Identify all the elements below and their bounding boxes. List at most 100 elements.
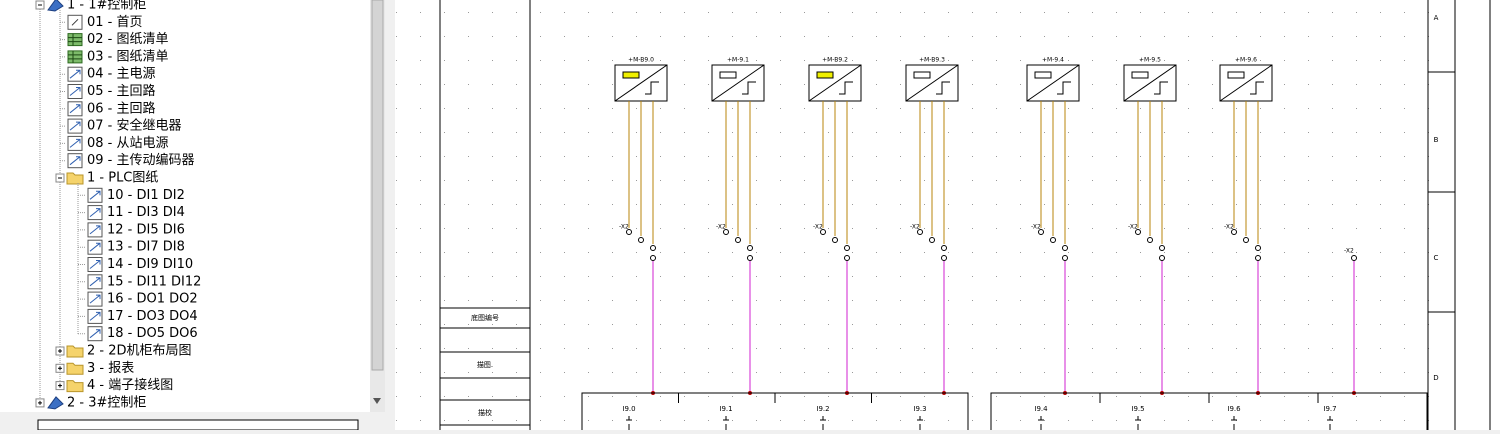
io-contact [723, 416, 729, 430]
terminal [1351, 255, 1357, 261]
tree-item[interactable]: 2 - 2D机柜布局图 [87, 344, 192, 359]
row-label: D [1433, 374, 1438, 382]
tree-item[interactable]: 3 - 报表 [87, 361, 134, 376]
terminal [820, 229, 826, 235]
scroll-down[interactable] [373, 398, 381, 404]
terminal-label: -X2 [1128, 224, 1138, 231]
io-contact [1327, 416, 1333, 430]
tree-item[interactable]: 14 - DI9 DI10 [107, 257, 193, 272]
page-glyph [89, 277, 101, 287]
device-label: +M-B9.3 [919, 57, 945, 64]
terminal [1255, 245, 1261, 251]
device-tag [816, 71, 834, 79]
terminal [626, 229, 632, 235]
page-glyph [69, 121, 81, 131]
terminal [723, 229, 729, 235]
terminal-label: -X2 [813, 224, 823, 231]
io-label: I9.6 [1227, 405, 1241, 413]
tree-item[interactable]: 05 - 主回路 [87, 83, 156, 99]
row-label: C [1434, 254, 1439, 262]
page-glyph [69, 104, 81, 114]
preview [37, 419, 359, 431]
terminal-label: -X2 [1031, 224, 1041, 231]
device-label: +M-B9.2 [822, 57, 848, 64]
io-label: I9.2 [816, 405, 829, 413]
page-glyph [89, 208, 101, 217]
tree-item[interactable]: 1 - 1#控制柜 [67, 0, 146, 13]
folder-icon [66, 362, 84, 375]
device-label: +M-9.5 [1139, 57, 1161, 64]
folder-icon [66, 380, 84, 393]
terminal [1135, 229, 1141, 235]
terminal [832, 237, 838, 243]
tree-item[interactable]: 18 - DO5 DO6 [107, 326, 198, 341]
scroll-thumb[interactable] [371, 0, 384, 371]
terminal [650, 255, 656, 261]
page-glyph [69, 138, 81, 148]
terminal [1231, 229, 1237, 235]
device-symbol [1219, 64, 1273, 102]
terminal [638, 237, 644, 243]
device-tag [1131, 71, 1149, 79]
tree-item[interactable]: 13 - DI7 DI8 [107, 240, 185, 255]
tree-item[interactable]: 02 - 图纸清单 [87, 32, 169, 47]
page-glyph [89, 311, 101, 321]
tree-item[interactable]: 06 - 主回路 [87, 100, 156, 116]
device-tag [1034, 71, 1052, 79]
device-label: +M-B9.0 [628, 57, 654, 64]
terminal [1147, 237, 1153, 243]
title-block-label: 描校 [478, 408, 492, 417]
terminal [1243, 237, 1249, 243]
tree-item[interactable]: 12 - DI5 DI6 [107, 222, 185, 237]
terminal [1159, 255, 1165, 261]
tree-item[interactable]: 17 - DO3 DO4 [107, 309, 198, 324]
device-symbol [614, 64, 668, 102]
page-glyph [71, 18, 79, 26]
device-label: +M-9.1 [727, 57, 749, 64]
tree-item[interactable]: 2 - 3#控制柜 [67, 395, 146, 410]
tree-item[interactable]: 10 - DI1 DI2 [107, 188, 185, 203]
terminal [941, 255, 947, 261]
list-icon [67, 33, 83, 47]
page-glyph [69, 69, 81, 79]
tree-item[interactable]: 08 - 从站电源 [87, 136, 169, 151]
terminal [747, 255, 753, 261]
terminal [1159, 245, 1165, 251]
terminal-label: -X2 [1344, 248, 1354, 255]
page-glyph [89, 242, 101, 252]
tree-item[interactable]: 16 - DO1 DO2 [107, 292, 198, 307]
terminal-label: -X2 [1224, 224, 1234, 231]
io-contact [1231, 416, 1237, 430]
tree-item[interactable]: 1 - PLC图纸 [87, 171, 158, 186]
terminal-label: -X2 [910, 224, 920, 231]
terminal [929, 237, 935, 243]
device-symbol [1026, 64, 1080, 102]
tree-item[interactable]: 11 - DI3 DI4 [107, 205, 185, 220]
page-glyph [89, 260, 101, 269]
io-contact [917, 416, 923, 430]
tree-item[interactable]: 15 - DI11 DI12 [107, 274, 201, 289]
row-label: B [1434, 136, 1439, 144]
io-label: I9.5 [1131, 405, 1144, 413]
tree-item[interactable]: 04 - 主电源 [87, 67, 156, 82]
terminal [1050, 237, 1056, 243]
list-lines [68, 33, 82, 46]
page-glyph [89, 329, 101, 339]
tree-item[interactable]: 09 - 主传动编码器 [87, 153, 195, 168]
device-tag [1227, 71, 1245, 79]
page-glyph [89, 225, 101, 235]
tree-item[interactable]: 4 - 端子接线图 [87, 377, 173, 393]
device-tag [913, 71, 931, 79]
terminal [1255, 255, 1261, 261]
io-contact [820, 416, 826, 430]
terminal-label: -X2 [619, 224, 629, 231]
tree-item[interactable]: 07 - 安全继电器 [87, 118, 182, 134]
terminal [844, 255, 850, 261]
terminal [747, 245, 753, 251]
io-label: I9.3 [913, 405, 926, 413]
tree-item[interactable]: 01 - 首页 [87, 15, 143, 30]
tree-item[interactable]: 03 - 图纸清单 [87, 49, 169, 64]
folder-icon [66, 172, 84, 185]
